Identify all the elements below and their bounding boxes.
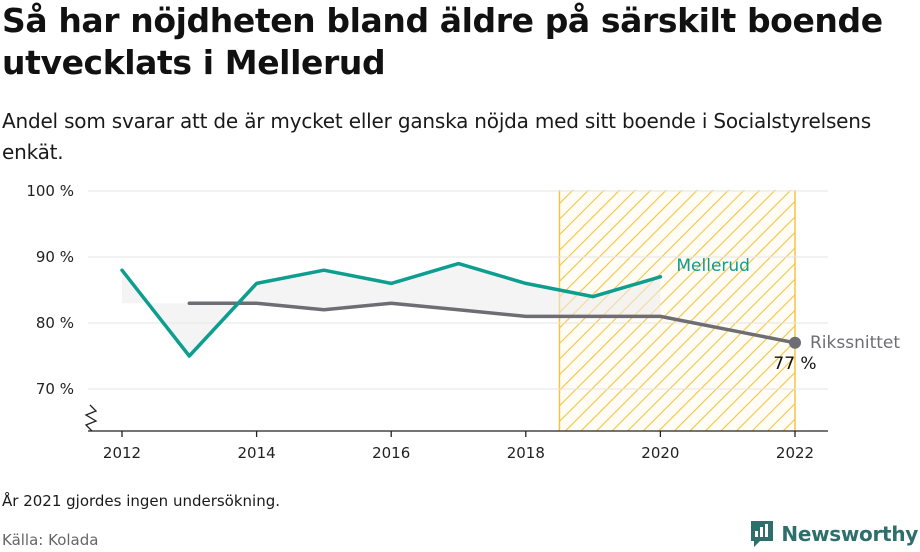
axis-layer	[84, 404, 828, 437]
source-note: Källa: Kolada	[2, 531, 99, 549]
series-line-mellerud	[120, 261, 663, 358]
x-tick-label: 2022	[776, 444, 814, 462]
line-chart: 70 % 80 % 90 % 100 % 2012 2014 2016 2018 2020 202…	[26, 182, 900, 462]
y-tick-label: 90 %	[36, 248, 74, 266]
series-label-rikssnittet: Rikssnittet	[810, 333, 900, 353]
label-layer: 70 % 80 % 90 % 100 % 2012 2014 2016 2018 2020 202…	[26, 182, 900, 462]
x-tick-label: 2018	[507, 444, 545, 462]
footnote: År 2021 gjordes ingen undersökning.	[2, 492, 281, 510]
brand-name: Newsworthy	[781, 522, 918, 546]
x-tick-label: 2012	[103, 444, 141, 462]
chart-subtitle: Andel som svarar att de är mycket eller …	[2, 109, 871, 164]
difference-fill	[122, 263, 661, 356]
end-value-label: 77 %	[773, 354, 816, 374]
series-layer	[120, 261, 801, 358]
newsworthy-logo-icon	[751, 521, 774, 547]
x-tick-label: 2014	[238, 444, 276, 462]
x-tick-label: 2016	[372, 444, 410, 462]
brand: Newsworthy	[749, 519, 918, 549]
x-tick-label: 2020	[641, 444, 679, 462]
series-line-rikssnittet	[187, 301, 797, 345]
y-tick-label: 70 %	[36, 380, 74, 398]
difference-fill-layer	[122, 263, 661, 356]
y-tick-label: 100 %	[26, 182, 74, 200]
series-label-mellerud: Mellerud	[676, 256, 750, 276]
end-point-marker	[789, 336, 801, 349]
y-axis-break-icon	[84, 404, 98, 432]
chart-title: Så har nöjdheten bland äldre på särskilt…	[2, 1, 883, 82]
y-tick-label: 80 %	[36, 314, 74, 332]
